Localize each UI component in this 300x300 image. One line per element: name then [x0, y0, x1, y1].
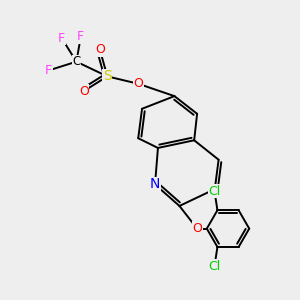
Text: F: F: [77, 30, 84, 43]
Text: N: N: [150, 177, 160, 191]
Text: Cl: Cl: [208, 184, 220, 198]
Text: O: O: [192, 222, 202, 235]
Text: O: O: [95, 44, 105, 56]
Text: C: C: [72, 55, 80, 68]
Text: Cl: Cl: [208, 260, 220, 273]
Text: F: F: [58, 32, 65, 45]
Text: O: O: [79, 85, 89, 98]
Text: S: S: [103, 69, 112, 83]
Text: O: O: [133, 77, 143, 90]
Text: F: F: [45, 64, 52, 77]
